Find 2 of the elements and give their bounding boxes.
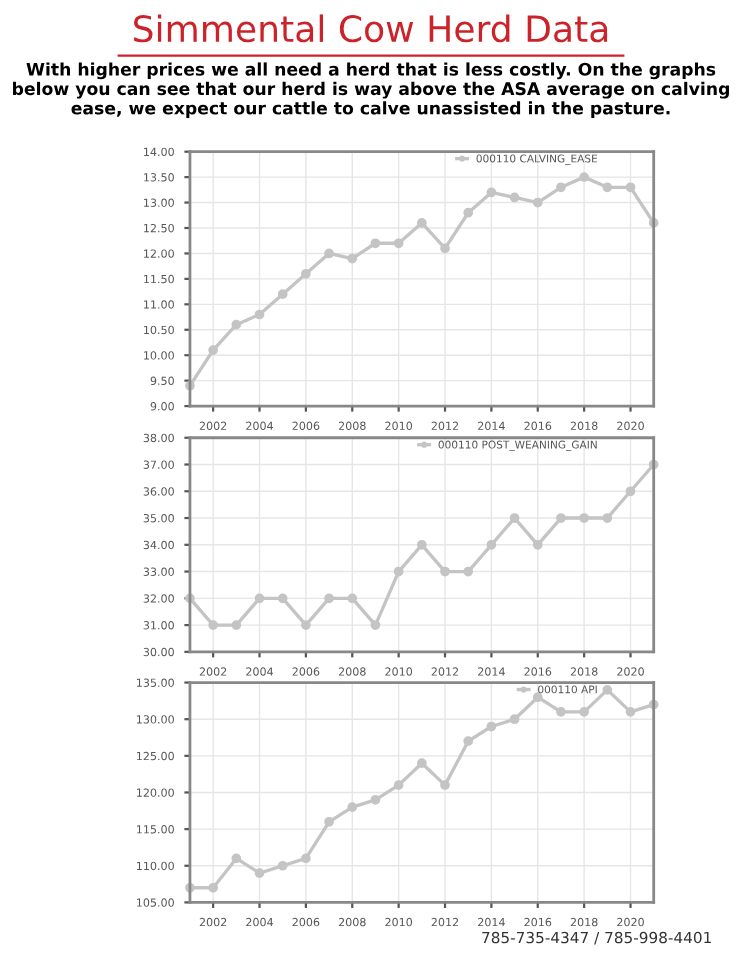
chart-title: Simmental Cow Herd Data bbox=[134, 14, 608, 43]
chart-subtitle: With higher prices we all need a herd that is less costly. On the graphs below you can see that our herd is way above the ASA average on calving ease, we expect our cattle to calve unassisted in the pasture. bbox=[13, 62, 729, 118]
